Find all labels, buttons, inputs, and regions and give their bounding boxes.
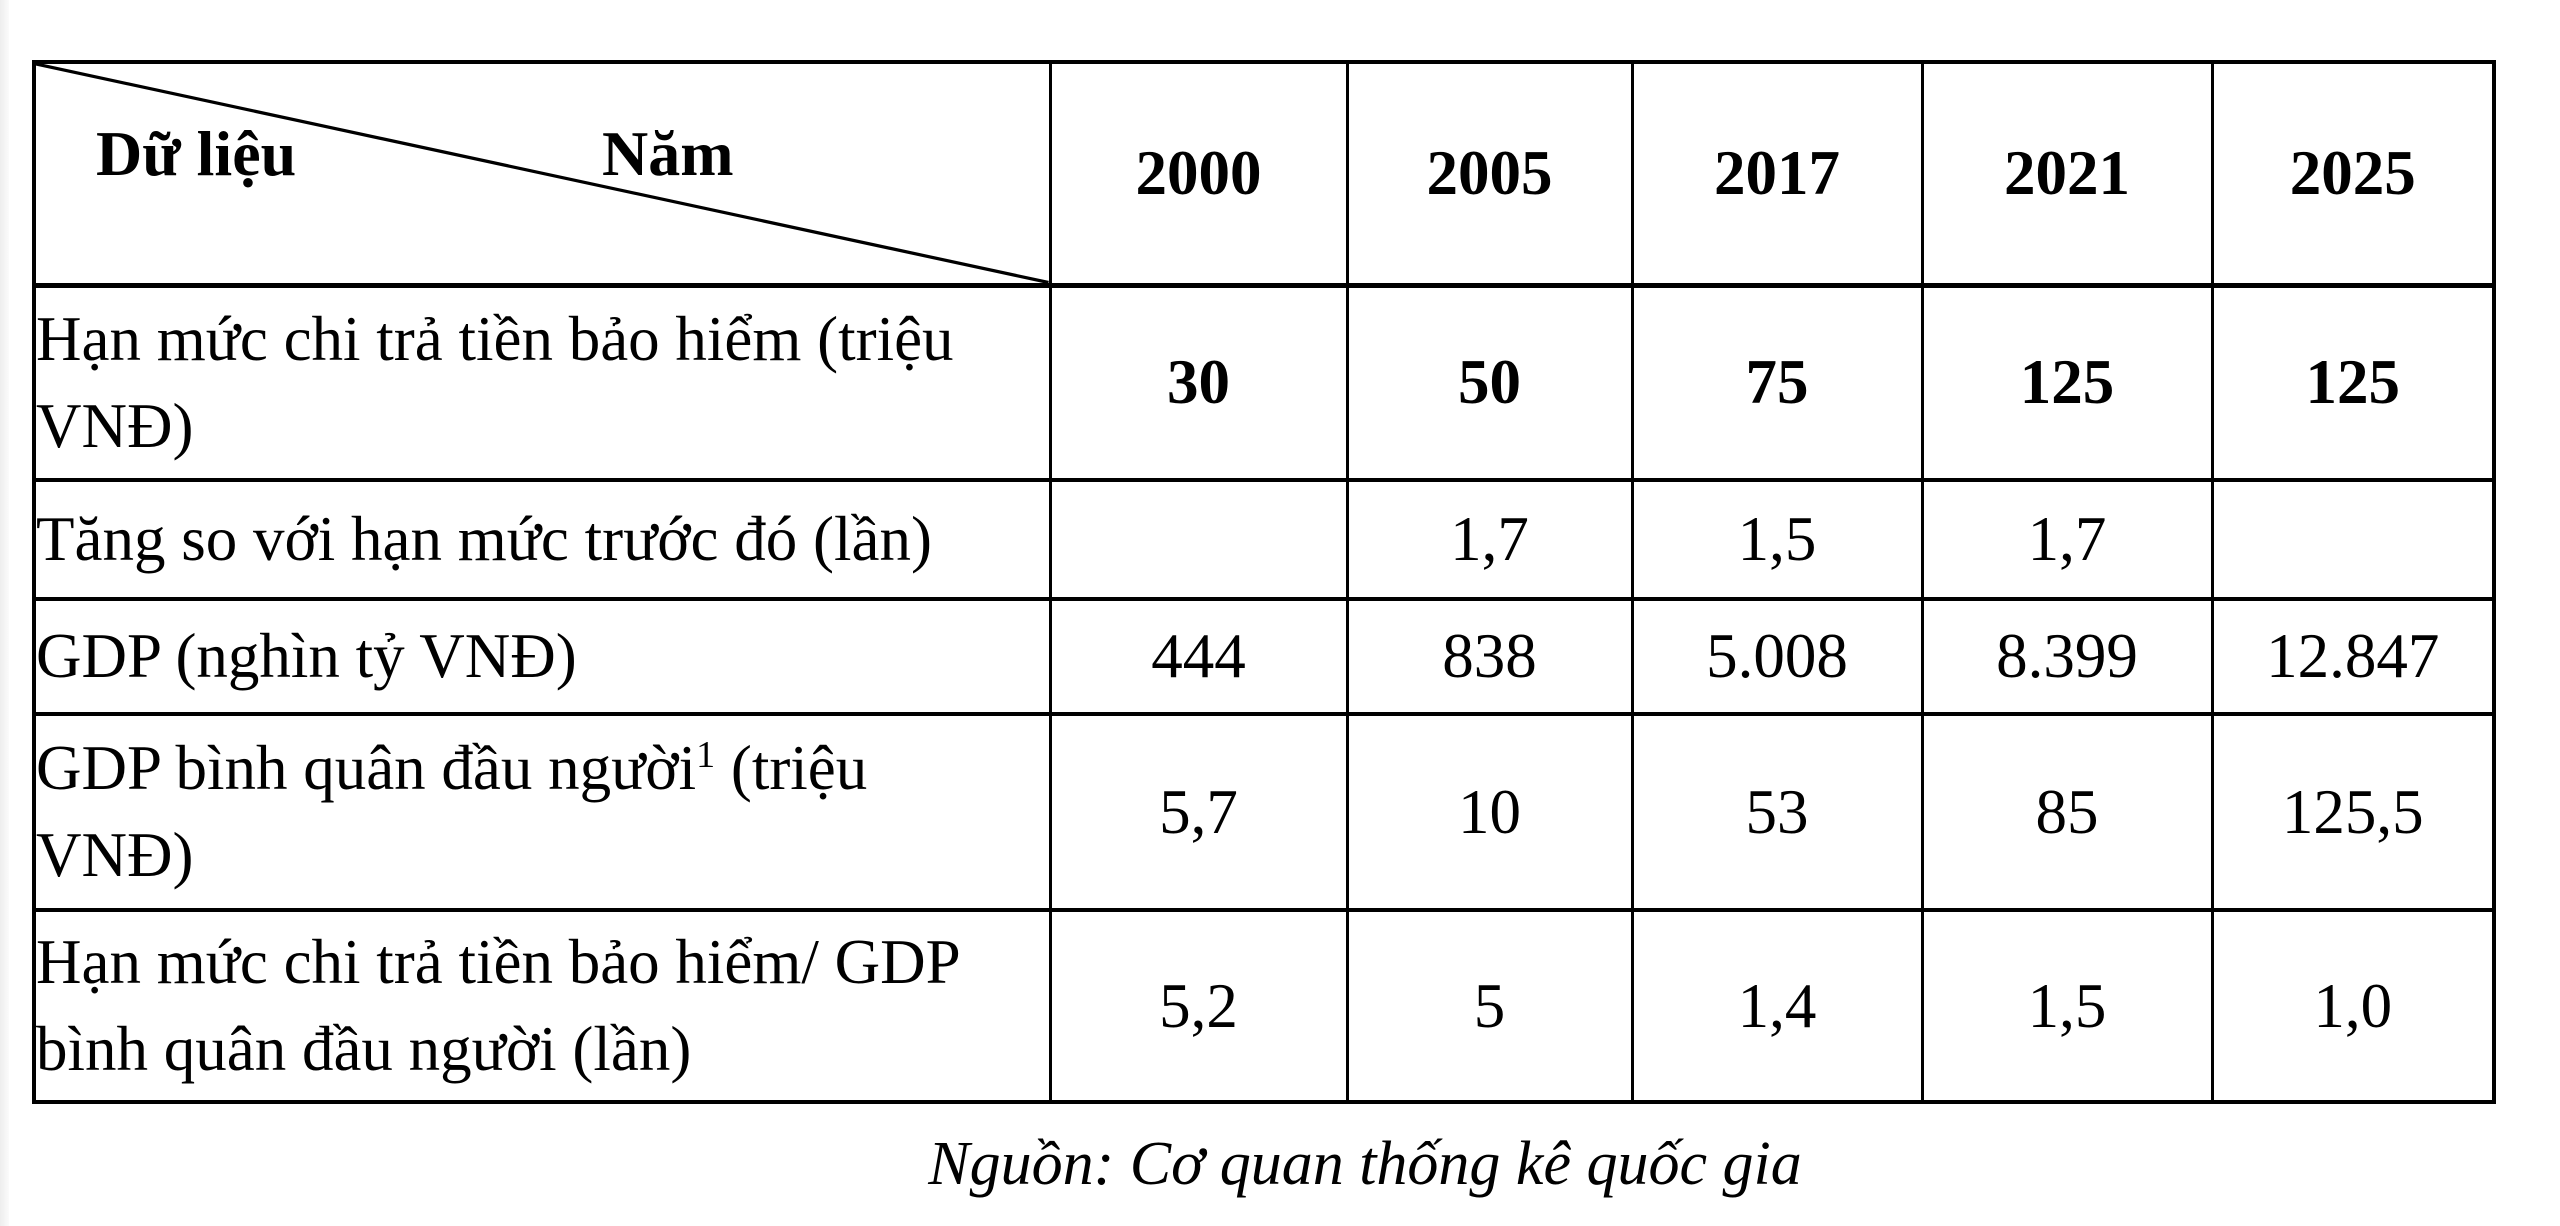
value-cell: 5.008 bbox=[1630, 597, 1924, 716]
value-cell: 75 bbox=[1630, 283, 1924, 482]
value-cell: 1,4 bbox=[1630, 908, 1924, 1104]
row-gdp: GDP (nghìn tỷ VNĐ) 444 838 5.008 8.399 1… bbox=[32, 597, 2496, 716]
value-cell: 1,0 bbox=[2210, 908, 2496, 1104]
label-text: (triệu bbox=[715, 733, 868, 803]
value-cell: 1,5 bbox=[1920, 908, 2214, 1104]
value-cell: 12.847 bbox=[2210, 597, 2496, 716]
value-cell: 125,5 bbox=[2210, 712, 2496, 912]
scan-edge-artifact bbox=[0, 0, 9, 1226]
label-line: bình quân đầu người (lần) bbox=[36, 1014, 692, 1084]
value-cell: 125 bbox=[2210, 283, 2496, 482]
row-insurance-payout-limit: Hạn mức chi trả tiền bảo hiểm (triệu VNĐ… bbox=[32, 283, 2496, 482]
value-cell: 125 bbox=[1920, 283, 2214, 482]
corner-year-label: Năm bbox=[602, 118, 734, 189]
label-line: GDP bình quân đầu người1 (triệu bbox=[36, 725, 1049, 812]
year-header-2017: 2017 bbox=[1630, 60, 1924, 288]
year-header-2005: 2005 bbox=[1345, 60, 1634, 288]
label-line: Tăng so với hạn mức trước đó (lần) bbox=[36, 504, 932, 574]
value-cell: 1,7 bbox=[1920, 478, 2214, 601]
value-cell: 5 bbox=[1345, 908, 1634, 1104]
corner-data-label: Dữ liệu bbox=[96, 118, 297, 189]
value-cell: 8.399 bbox=[1920, 597, 2214, 716]
row-limit-over-gdp-per-capita: Hạn mức chi trả tiền bảo hiểm/ GDP bình … bbox=[32, 908, 2496, 1104]
value-cell: 5,2 bbox=[1048, 908, 1349, 1104]
source-caption: Nguồn: Cơ quan thống kê quốc gia bbox=[928, 1130, 1802, 1198]
insurance-gdp-statistics-table: Dữ liệu Năm 2000 2005 2017 2021 2025 Hạn… bbox=[32, 60, 2496, 1104]
footnote-superscript: 1 bbox=[696, 734, 716, 776]
year-header-2021: 2021 bbox=[1920, 60, 2214, 288]
corner-cell: Dữ liệu Năm bbox=[32, 60, 1052, 288]
value-cell-empty bbox=[2210, 478, 2496, 601]
value-cell: 53 bbox=[1630, 712, 1924, 912]
label-line: Hạn mức chi trả tiền bảo hiểm (triệu bbox=[36, 303, 954, 374]
row-label-increase-vs-previous-limit: Tăng so với hạn mức trước đó (lần) bbox=[32, 478, 1052, 601]
label-line: VNĐ) bbox=[36, 390, 194, 461]
row-label-gdp: GDP (nghìn tỷ VNĐ) bbox=[32, 597, 1052, 716]
label-line: Hạn mức chi trả tiền bảo hiểm/ GDP bbox=[36, 927, 961, 997]
value-cell: 5,7 bbox=[1048, 712, 1349, 912]
row-label-gdp-per-capita: GDP bình quân đầu người1 (triệu VNĐ) bbox=[32, 712, 1052, 912]
row-label-insurance-payout-limit: Hạn mức chi trả tiền bảo hiểm (triệu VNĐ… bbox=[32, 283, 1052, 482]
value-cell: 838 bbox=[1345, 597, 1634, 716]
value-cell: 444 bbox=[1048, 597, 1349, 716]
value-cell-empty bbox=[1048, 478, 1349, 601]
diagonal-divider bbox=[36, 64, 1049, 283]
value-cell: 1,5 bbox=[1630, 478, 1924, 601]
label-text: GDP bình quân đầu người bbox=[36, 733, 697, 803]
label-line: VNĐ) bbox=[36, 820, 194, 890]
value-cell: 30 bbox=[1048, 283, 1349, 482]
value-cell: 10 bbox=[1345, 712, 1634, 912]
value-cell: 50 bbox=[1345, 283, 1634, 482]
value-cell: 1,7 bbox=[1345, 478, 1634, 601]
row-label-limit-over-gdp-per-capita: Hạn mức chi trả tiền bảo hiểm/ GDP bình … bbox=[32, 908, 1052, 1104]
row-gdp-per-capita: GDP bình quân đầu người1 (triệu VNĐ) 5,7… bbox=[32, 712, 2496, 912]
year-header-2025: 2025 bbox=[2210, 60, 2496, 288]
row-increase-vs-previous-limit: Tăng so với hạn mức trước đó (lần) 1,7 1… bbox=[32, 478, 2496, 601]
value-cell: 85 bbox=[1920, 712, 2214, 912]
header-row: Dữ liệu Năm 2000 2005 2017 2021 2025 bbox=[32, 60, 2496, 288]
label-line: GDP (nghìn tỷ VNĐ) bbox=[36, 621, 577, 691]
year-header-2000: 2000 bbox=[1048, 60, 1349, 288]
